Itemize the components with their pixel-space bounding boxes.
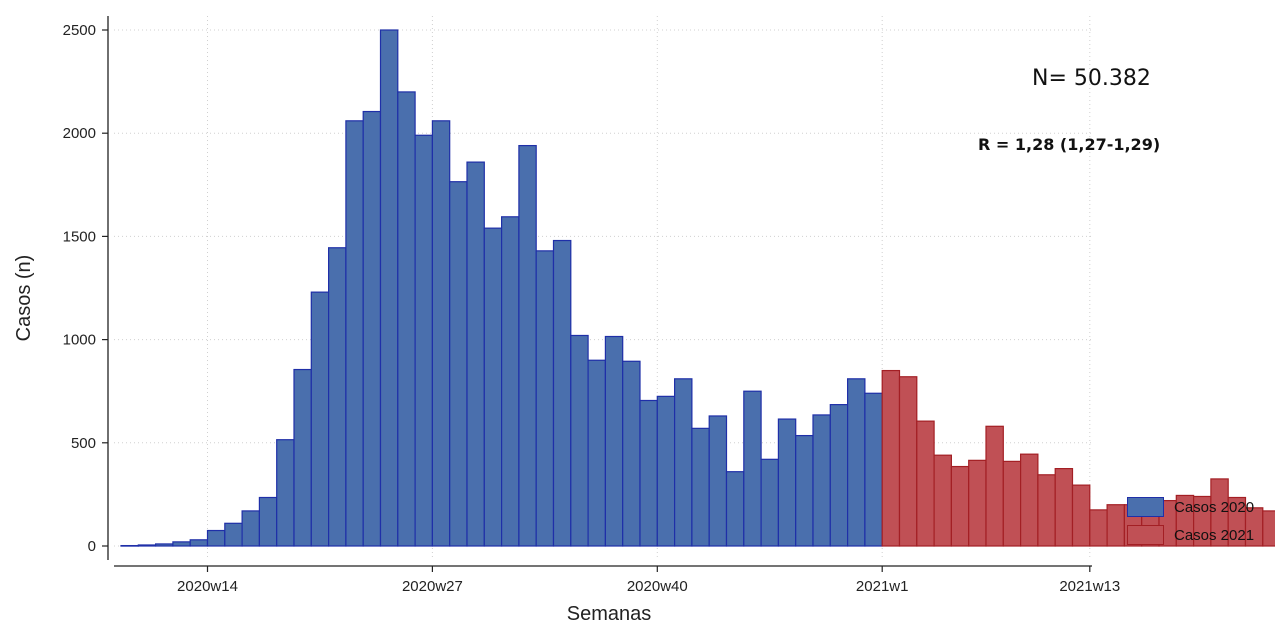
bar-casos-2020: [760, 458, 779, 547]
y-tick-label: 0: [88, 538, 96, 555]
y-axis-title: Casos (n): [13, 255, 35, 342]
x-tick-label: 2020w27: [402, 578, 463, 595]
bar-casos-2021: [1262, 510, 1275, 547]
x-tick-label: 2021w13: [1059, 578, 1120, 595]
bar-casos-2021: [898, 376, 918, 547]
bar-casos-2020: [673, 378, 693, 547]
bar-casos-2020: [120, 544, 139, 547]
legend-swatch-2020: [1127, 497, 1164, 517]
bar-casos-2020: [864, 392, 883, 547]
legend-label-2021: Casos 2021: [1174, 526, 1255, 544]
legend-swatch-2021: [1127, 525, 1164, 545]
tick-labels: 0 500 1000 1500 2000 2500 2020w14 2020w27 2020w4…: [63, 22, 1121, 595]
bar-casos-2020: [155, 543, 174, 547]
bar-casos-2020: [501, 216, 520, 547]
bar-casos-2020: [518, 144, 537, 547]
bar-casos-2020: [189, 539, 209, 547]
bar-casos-2020: [414, 134, 434, 547]
bar-casos-2021: [933, 454, 952, 547]
legend-label-2020: Casos 2020: [1174, 498, 1255, 516]
y-tick-label: 2500: [63, 22, 96, 39]
bar-casos-2020: [466, 161, 485, 547]
y-tick-label: 2000: [63, 125, 96, 142]
bar-casos-2020: [362, 110, 382, 547]
bar-casos-2021: [1019, 453, 1039, 547]
bar-casos-2020: [587, 359, 606, 547]
bar-casos-2020: [276, 439, 295, 547]
bar-casos-2020: [328, 247, 347, 547]
bar-casos-2020: [310, 291, 330, 547]
bar-casos-2020: [345, 120, 364, 547]
bar-casos-2020: [241, 510, 261, 547]
y-tick-label: 500: [71, 435, 96, 452]
bar-casos-2020: [224, 522, 243, 547]
bar-casos-2020: [795, 434, 814, 547]
bar-casos-2021: [1054, 468, 1074, 547]
x-tick-label: 2020w14: [177, 578, 238, 595]
bar-casos-2020: [777, 418, 797, 547]
bar-casos-2020: [846, 378, 866, 547]
bar-casos-2020: [172, 541, 191, 547]
legend-item-2020: Casos 2020: [1127, 494, 1254, 520]
bar-casos-2020: [725, 471, 745, 547]
bar-casos-2020: [622, 360, 641, 547]
bar-casos-2021: [950, 465, 970, 547]
bar-casos-2020: [656, 395, 676, 547]
axes: [107, 16, 1092, 567]
bar-casos-2020: [483, 227, 503, 547]
bar-casos-2021: [916, 420, 935, 547]
bar-casos-2021: [1002, 460, 1022, 547]
bar-casos-2020: [206, 529, 226, 547]
bar-casos-2021: [985, 425, 1004, 547]
x-tick-label: 2021w1: [856, 578, 909, 595]
bar-casos-2021: [1106, 504, 1125, 547]
bars: [120, 29, 1275, 547]
bar-casos-2020: [552, 239, 572, 547]
bar-casos-2021: [1089, 509, 1108, 547]
legend: Casos 2020 Casos 2021: [1127, 494, 1254, 550]
bar-casos-2020: [743, 390, 762, 547]
total-cases-annotation: N= 50.382: [1032, 66, 1151, 91]
bar-casos-2020: [258, 496, 278, 547]
bar-casos-2020: [812, 414, 831, 547]
bar-casos-2020: [379, 29, 399, 547]
bar-casos-2021: [968, 459, 987, 547]
x-tick-label: 2020w40: [627, 578, 688, 595]
bar-casos-2020: [397, 91, 416, 547]
y-tick-label: 1500: [63, 228, 96, 245]
bar-casos-2021: [1037, 474, 1056, 547]
bar-casos-2020: [431, 120, 451, 547]
bar-casos-2021: [1071, 484, 1091, 547]
y-tick-label: 1000: [63, 332, 96, 349]
bar-casos-2020: [829, 404, 849, 547]
bar-casos-2020: [449, 181, 468, 547]
bar-casos-2021: [881, 369, 901, 547]
bar-casos-2020: [570, 334, 589, 547]
bar-casos-2020: [293, 368, 312, 547]
r-value-annotation: R = 1,28 (1,27-1,29): [978, 135, 1161, 154]
bar-casos-2020: [691, 427, 710, 547]
legend-item-2021: Casos 2021: [1127, 522, 1254, 548]
bar-casos-2020: [604, 335, 624, 547]
bar-casos-2020: [708, 415, 728, 547]
x-axis-title: Semanas: [567, 603, 652, 625]
bar-casos-2020: [137, 544, 157, 547]
bar-casos-2020: [639, 399, 658, 547]
bar-casos-2020: [535, 250, 555, 547]
